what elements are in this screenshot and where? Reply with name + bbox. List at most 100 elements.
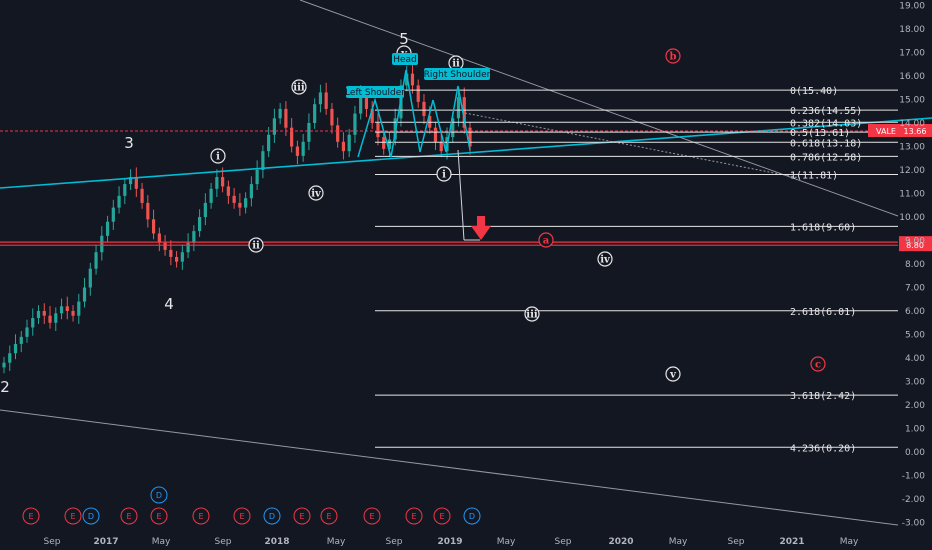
earnings-marker[interactable] xyxy=(405,507,423,525)
event-marker-label: D xyxy=(469,512,475,521)
candle-body xyxy=(105,221,110,236)
candle-body xyxy=(284,108,288,128)
earnings-marker[interactable] xyxy=(22,507,40,525)
candle-body xyxy=(313,104,317,123)
y-tick-label: -1.00 xyxy=(902,472,926,482)
candle-body xyxy=(59,306,64,314)
candle-body xyxy=(307,123,311,142)
minor-wave-label: ii xyxy=(452,59,460,70)
y-tick-label: 10.00 xyxy=(899,213,925,223)
fib-level-label: 0(15.40) xyxy=(790,86,838,97)
fib-level-label: 0.382(14.03) xyxy=(790,118,862,129)
cyan-trendline[interactable] xyxy=(0,117,932,189)
event-marker-label: E xyxy=(299,512,304,521)
earnings-marker[interactable] xyxy=(293,507,311,525)
y-tick-label: 11.00 xyxy=(899,190,925,200)
fib-level-label: 2.618(6.01) xyxy=(790,307,856,318)
candle-body xyxy=(295,146,300,156)
candle-body xyxy=(82,287,87,302)
earnings-marker[interactable] xyxy=(120,507,138,525)
candle-body xyxy=(186,242,190,253)
candle-body xyxy=(2,362,6,368)
candle-body xyxy=(290,127,294,147)
head-shoulders-pattern[interactable] xyxy=(357,69,471,158)
earnings-marker[interactable] xyxy=(433,507,451,525)
y-tick-label: 9.00 xyxy=(905,237,925,247)
candle-body xyxy=(134,177,138,189)
candle-body xyxy=(163,242,167,250)
fib-level-label: 1.618(9.60) xyxy=(790,222,856,233)
minor-wave-label-circle xyxy=(210,148,226,164)
events-layer[interactable]: E E D E E E E D E E E E E D D xyxy=(22,486,481,525)
fib-level-label: 4.236(0.20) xyxy=(790,443,856,454)
earnings-marker[interactable] xyxy=(233,507,251,525)
dividend-marker[interactable] xyxy=(463,507,481,525)
minor-wave-label: iv xyxy=(600,255,611,266)
candle-body xyxy=(387,139,392,149)
projection-line xyxy=(457,149,465,241)
down-arrow-icon xyxy=(471,216,491,240)
lower-channel-line[interactable] xyxy=(0,409,899,526)
candle-body xyxy=(19,336,23,344)
y-tick-label: 5.00 xyxy=(905,331,925,341)
candle-body xyxy=(324,92,328,109)
candle-body xyxy=(238,202,242,208)
earnings-marker[interactable] xyxy=(64,507,82,525)
minor-wave-label: iii xyxy=(526,310,538,321)
y-tick-label: 19.00 xyxy=(899,2,925,12)
candle-body xyxy=(94,252,98,269)
candle-body xyxy=(364,94,369,109)
fib-level-label: 3.618(2.42) xyxy=(790,391,856,402)
candle-body xyxy=(13,343,18,354)
candle-body xyxy=(128,177,133,185)
price-axis[interactable]: 19.00 18.00 17.00 16.00 15.00 14.00 13.00 12.00… xyxy=(899,2,925,529)
x-tick-label: Sep xyxy=(44,537,61,547)
y-tick-label: 3.00 xyxy=(905,378,925,388)
candle-body xyxy=(462,97,466,128)
earnings-marker[interactable] xyxy=(363,507,381,525)
event-marker-label: E xyxy=(239,512,244,521)
minor-wave-label: iii xyxy=(293,83,305,94)
event-marker-label: D xyxy=(88,512,94,521)
x-tick-label: Sep xyxy=(386,537,403,547)
candle-body xyxy=(203,202,207,217)
candle-body xyxy=(77,301,81,316)
x-tick-label: 2020 xyxy=(608,537,633,547)
minor-wave-label-circle xyxy=(248,237,264,253)
candle-body xyxy=(88,268,92,288)
earnings-marker[interactable] xyxy=(192,507,210,525)
candle-body xyxy=(468,127,472,147)
candle-body xyxy=(174,256,179,262)
candle-body xyxy=(198,217,202,232)
candle-body xyxy=(54,313,58,323)
earnings-marker[interactable] xyxy=(320,507,338,525)
x-tick-label: 2019 xyxy=(437,537,462,547)
dividend-marker[interactable] xyxy=(150,486,168,504)
drawings-layer xyxy=(0,0,932,526)
upper-channel-line[interactable] xyxy=(299,0,899,217)
y-tick-label: 15.00 xyxy=(899,96,925,106)
candle-body xyxy=(410,73,415,86)
x-tick-label: Sep xyxy=(728,537,745,547)
labels-layer: 0(15.40) 0.236(14.55)0.382(14.03)0.5(13.6… xyxy=(0,30,932,454)
earnings-marker[interactable] xyxy=(150,507,168,525)
pattern-label-box xyxy=(392,53,418,65)
x-tick-label: Sep xyxy=(555,537,572,547)
price-level-badge xyxy=(899,239,932,252)
symbol-badge xyxy=(868,123,904,137)
candle-body xyxy=(244,198,248,208)
candle-body xyxy=(255,170,259,185)
candle-body xyxy=(330,108,334,126)
event-marker-label: E xyxy=(411,512,416,521)
minor-wave-label-circle xyxy=(597,251,613,267)
x-tick-label: May xyxy=(840,537,859,547)
price-level-label: 8.80 xyxy=(906,241,924,250)
correction-wave-label-circle xyxy=(538,232,554,248)
dividend-marker[interactable] xyxy=(263,507,281,525)
time-axis[interactable]: Sep 2017 May Sep 2018 May Sep 2019 May Sep 2020 May… xyxy=(44,537,859,547)
dividend-marker[interactable] xyxy=(82,507,100,525)
y-tick-label: 16.00 xyxy=(899,72,925,82)
candle-body xyxy=(111,207,115,222)
